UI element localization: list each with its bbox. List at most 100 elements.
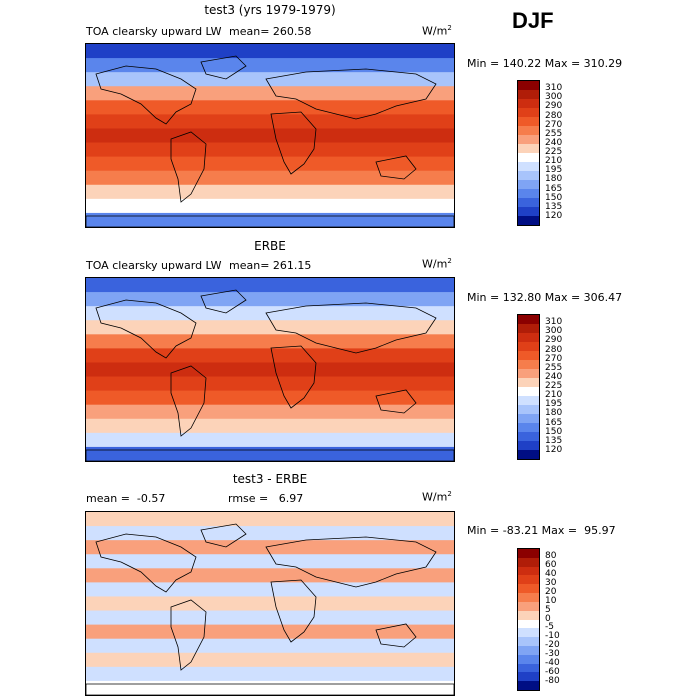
map-field-band — [86, 376, 454, 392]
panel-1-units: W/m2 — [422, 24, 452, 38]
coastline — [170, 131, 207, 203]
colorbar-tick-label: 135 — [545, 201, 563, 212]
colorbar-swatch — [518, 645, 539, 655]
coastline — [95, 299, 197, 359]
colorbar-swatch — [518, 441, 539, 450]
colorbar-swatch — [518, 654, 539, 664]
colorbar-tick-label: 300 — [545, 92, 563, 103]
colorbar-tick-label: 20 — [545, 586, 557, 597]
colorbar-swatch — [518, 681, 539, 690]
colorbar-swatch — [518, 405, 539, 414]
colorbar-swatch — [518, 324, 539, 333]
panel-3-map — [85, 511, 455, 696]
colorbar-tick-label: 150 — [545, 192, 563, 203]
colorbar-tick-label: 120 — [545, 444, 563, 455]
colorbar-swatch — [518, 593, 539, 602]
colorbar-tick-label: 165 — [545, 183, 563, 194]
colorbar-swatch — [518, 601, 539, 611]
colorbar-swatch — [518, 180, 539, 189]
coastline — [86, 683, 454, 695]
colorbar-tick-label: 195 — [545, 399, 563, 410]
colorbar-tick-label: 80 — [545, 550, 557, 561]
panel-1-minmax: Min = 140.22 Max = 310.29 — [467, 57, 623, 70]
colorbar-tick-label: 0 — [545, 613, 551, 624]
coastline — [86, 449, 454, 461]
coastline — [270, 579, 317, 643]
map-field-band — [86, 554, 454, 570]
map-field-band — [86, 418, 454, 434]
coastline — [95, 533, 197, 593]
colorbar-tick-label: 60 — [545, 559, 557, 570]
colorbar-tick-label: 40 — [545, 568, 557, 579]
colorbar-tick-label: 225 — [545, 147, 563, 157]
colorbar-tick-label: -80 — [545, 676, 560, 687]
coastline — [265, 68, 437, 120]
map-field-band — [86, 334, 454, 350]
colorbar-swatch — [518, 135, 539, 144]
colorbar-swatch — [518, 90, 539, 99]
colorbar-swatch — [518, 628, 539, 638]
map-field-band — [86, 540, 454, 556]
coastline — [200, 55, 247, 80]
colorbar-tick-label: 240 — [545, 137, 563, 148]
colorbar-swatch — [518, 396, 539, 405]
colorbar-swatch — [518, 387, 539, 396]
coastline — [270, 345, 317, 409]
map-field-band — [86, 278, 454, 294]
colorbar-tick-label: 150 — [545, 426, 563, 437]
map-field-band — [86, 666, 454, 682]
colorbar-swatch — [518, 672, 539, 682]
colorbar-tick-label: -10 — [545, 631, 560, 642]
colorbar-swatch — [518, 450, 539, 459]
map-field-band — [86, 624, 454, 640]
colorbar-swatch — [518, 126, 539, 135]
colorbar-swatch — [518, 171, 539, 180]
map-field-band — [86, 100, 454, 116]
colorbar-tick-label: 300 — [545, 326, 563, 337]
colorbar-swatch — [518, 432, 539, 441]
colorbar-tick-label: 210 — [545, 156, 563, 167]
coastline — [375, 155, 417, 180]
colorbar-swatch — [518, 566, 539, 576]
colorbar-tick-label: 290 — [545, 335, 563, 346]
panel-2-title: ERBE — [254, 239, 286, 253]
map-field-band — [86, 128, 454, 144]
map-field-band — [86, 596, 454, 612]
map-field-band — [86, 44, 454, 60]
colorbar-swatch — [518, 575, 539, 585]
colorbar-tick-label: 240 — [545, 371, 563, 382]
panel-2-minmax: Min = 132.80 Max = 306.47 — [467, 291, 623, 304]
colorbar-swatch — [518, 144, 539, 153]
map-field-band — [86, 292, 454, 308]
panel-2-variable: TOA clearsky upward LW — [86, 259, 222, 272]
colorbar-swatch — [518, 162, 539, 171]
map-field-band — [86, 320, 454, 336]
panel-1-map — [85, 43, 455, 228]
colorbar-swatch — [518, 610, 539, 620]
panel-1-mean: mean= 260.58 — [229, 25, 312, 38]
colorbar-tick-label: 310 — [545, 83, 563, 94]
colorbar-swatch — [518, 189, 539, 198]
map-field-band — [86, 306, 454, 322]
coastline — [375, 623, 417, 648]
panel-3-units: W/m2 — [422, 490, 452, 504]
map-field-band — [86, 390, 454, 406]
map-field-band — [86, 446, 454, 461]
colorbar-swatch — [518, 216, 539, 225]
map-field-band — [86, 184, 454, 200]
map-field-band — [86, 156, 454, 172]
colorbar-swatch — [518, 423, 539, 432]
map-field-band — [86, 72, 454, 88]
colorbar-swatch — [518, 557, 539, 567]
colorbar-tick-label: 210 — [545, 390, 563, 401]
colorbar-swatch — [518, 342, 539, 351]
colorbar-tick-label: 310 — [545, 317, 563, 328]
panel-3-colorbar — [517, 548, 540, 691]
colorbar-swatch — [518, 99, 539, 108]
colorbar-tick-label: -20 — [545, 640, 560, 651]
colorbar-tick-label: 135 — [545, 435, 563, 446]
map-field-band — [86, 568, 454, 584]
panel-2-units: W/m2 — [422, 257, 452, 271]
colorbar-swatch — [518, 369, 539, 378]
panel-3-colorbar-labels: 80 60 40 30 20 10 5 0 -5 -10 -20 -30 -40 -60 -80 — [545, 548, 585, 691]
